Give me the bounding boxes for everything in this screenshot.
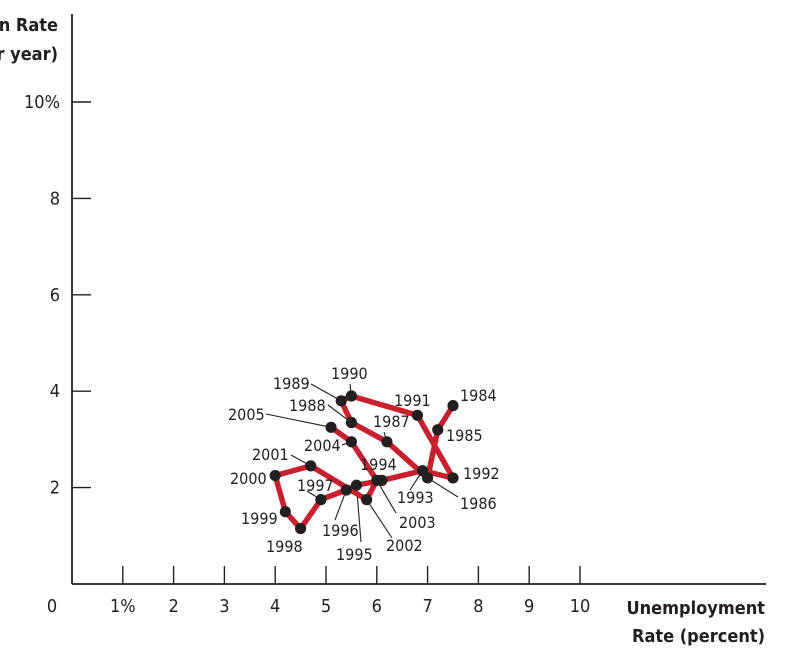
axis-ticks: 1% 2 3 4 5 6 7 8 9 10 2 4 6 8 10% [24,92,590,617]
data-point [279,506,291,518]
x-tick-label: 4 [270,596,280,617]
x-tick-label: 5 [321,596,331,617]
label-leader-line [427,477,459,498]
x-axis-title-line-1: Unemployment [627,598,766,619]
year-label: 1992 [463,464,500,483]
data-point [340,484,352,496]
x-tick-label: 6 [372,596,382,617]
y-axis-title-line-1: on Rate [0,15,58,36]
y-axis-title-line-2: r year) [0,44,58,65]
data-point [416,465,429,477]
x-tick-label: 7 [422,596,432,617]
year-label: 2000 [230,469,267,488]
year-label: 1995 [336,545,373,564]
year-label: 2003 [399,513,436,532]
year-label: 1989 [273,374,310,393]
year-label: 2002 [386,536,423,555]
label-leader-line [366,499,393,539]
year-label: 1986 [460,494,497,513]
x-tick-label: 8 [473,596,483,617]
data-point [432,424,444,436]
x-tick-label: 9 [524,596,534,617]
year-label: 1994 [360,455,397,474]
year-label: 1990 [331,364,368,383]
y-tick-label: 8 [50,188,60,209]
year-label: 1999 [241,509,278,528]
data-point [411,409,424,421]
origin-label: 0 [47,596,57,617]
data-point [345,390,357,402]
year-label-group: 1984 1985 1986 1987 1988 1989 1990 1991 1992 1993… [228,364,500,564]
x-tick-label: 2 [168,596,178,617]
year-label: 1997 [297,476,334,495]
data-point-group [269,390,459,535]
data-point [361,494,373,506]
data-point [447,400,459,412]
year-label: 1987 [373,412,410,431]
data-point [325,421,337,433]
label-leader-line [376,480,397,514]
data-point [447,472,459,484]
x-axis-title-line-2: Rate (percent) [632,626,765,647]
data-point [295,522,307,535]
x-tick-label: 1% [110,596,136,617]
y-tick-label: 10% [24,92,60,113]
y-tick-label: 2 [50,478,60,499]
data-point [269,469,281,482]
data-point [305,460,317,472]
year-label: 2001 [252,445,289,464]
year-label: 2005 [228,405,265,424]
data-point [381,436,393,448]
data-point [350,479,363,491]
data-point [315,494,327,506]
data-point [345,416,357,429]
year-label: 1998 [266,537,303,556]
label-leader-line [265,413,332,428]
data-point [345,436,357,448]
y-tick-label: 6 [50,285,60,306]
year-label: 1985 [446,426,483,445]
data-point [371,474,383,486]
y-tick-label: 4 [50,381,60,402]
year-label: 2004 [304,436,341,455]
year-label: 1984 [460,386,497,405]
year-label: 1988 [289,396,326,415]
year-label: 1996 [322,521,359,540]
year-label: 1991 [394,391,431,410]
label-leader-line [310,383,342,402]
year-label: 1993 [397,488,434,507]
series-line [272,393,456,532]
x-tick-label: 3 [219,596,229,617]
data-point [335,395,347,407]
series-line-group [272,393,456,532]
x-tick-label: 10 [570,596,591,617]
